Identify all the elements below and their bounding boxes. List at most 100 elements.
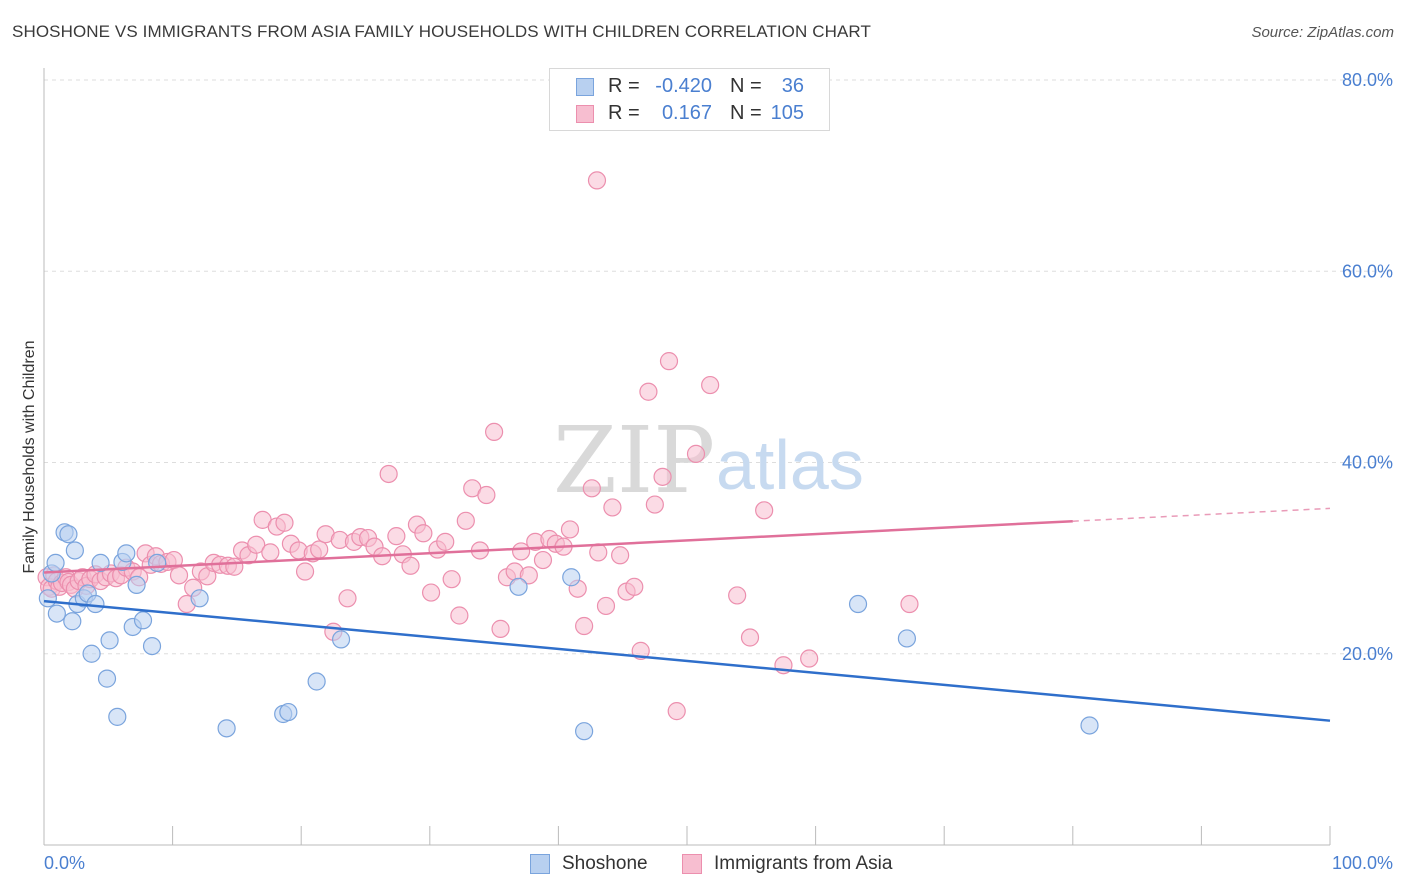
data-point: [387, 527, 406, 546]
r-value: -0.420: [655, 75, 712, 97]
data-point: [100, 631, 119, 650]
asia-swatch: [576, 105, 594, 123]
data-point: [589, 543, 608, 562]
data-point: [225, 557, 244, 576]
data-point: [596, 596, 616, 616]
x-tick-label: 100.0%: [1332, 853, 1393, 873]
data-point: [587, 171, 607, 190]
data-point: [740, 628, 760, 647]
chart-title: SHOSHONE VS IMMIGRANTS FROM ASIA FAMILY …: [12, 22, 871, 41]
data-point: [47, 604, 66, 623]
data-point: [65, 541, 84, 560]
data-point: [421, 583, 441, 602]
data-point: [217, 719, 236, 738]
shoshone-swatch: [576, 78, 594, 96]
data-point: [169, 566, 189, 585]
data-point: [582, 479, 601, 498]
watermark-atlas: atlas: [716, 426, 864, 504]
n-label: N =: [730, 102, 762, 124]
data-point: [653, 467, 672, 486]
data-point: [108, 707, 127, 726]
data-point: [310, 540, 329, 559]
data-point: [533, 550, 553, 570]
data-point: [701, 375, 720, 395]
r-value: 0.167: [661, 102, 712, 124]
y-axis-title: Family Households with Children: [21, 341, 38, 574]
legend-label: Immigrants from Asia: [714, 853, 893, 874]
data-point: [848, 594, 868, 614]
y-tick-label: 80.0%: [1342, 70, 1393, 90]
data-point: [86, 594, 105, 614]
y-tick-label: 40.0%: [1342, 453, 1393, 473]
data-point: [900, 594, 919, 614]
data-point: [897, 629, 917, 648]
data-point: [133, 611, 153, 630]
data-point: [401, 556, 420, 575]
data-point: [46, 553, 65, 573]
x-tick-label: 0.0%: [44, 853, 85, 873]
trend-line-asia-dashed: [1072, 507, 1331, 522]
r-label: R =: [608, 102, 640, 124]
data-point: [127, 575, 146, 595]
data-point: [247, 535, 266, 554]
data-point: [414, 524, 433, 543]
data-point: [338, 589, 357, 608]
data-point: [560, 520, 580, 539]
legend-row-shoshone: R = -0.420 N = 36: [550, 74, 829, 100]
data-point: [645, 495, 664, 514]
data-point: [477, 485, 496, 505]
n-value: 36: [781, 75, 804, 97]
legend-row-asia: R = 0.167 N = 105: [550, 101, 829, 127]
data-point: [295, 562, 315, 581]
asia-swatch: [682, 854, 702, 874]
data-point: [379, 464, 398, 484]
data-point: [800, 649, 819, 668]
r-label: R =: [608, 75, 640, 97]
data-point: [117, 544, 136, 563]
data-point: [97, 669, 117, 688]
n-value: 105: [770, 102, 804, 124]
data-point: [575, 722, 594, 741]
data-point: [509, 577, 528, 596]
n-label: N =: [730, 75, 762, 97]
data-point: [436, 532, 455, 551]
data-point: [442, 570, 461, 589]
data-point: [639, 382, 658, 401]
watermark-zip: ZIP: [553, 407, 715, 514]
gridlines: [44, 79, 1394, 655]
data-point: [82, 644, 101, 663]
data-point: [512, 542, 531, 561]
data-point: [728, 586, 747, 605]
data-point: [575, 616, 594, 636]
source-label: Source: ZipAtlas.com: [1251, 24, 1394, 41]
tick-labels: 20.0% 40.0% 60.0% 80.0% 0.0% 100.0%: [44, 70, 1393, 873]
trend-line-shoshone: [43, 599, 1331, 722]
data-point: [519, 566, 538, 585]
data-point: [38, 589, 57, 608]
shoshone-swatch: [530, 854, 550, 874]
y-tick-label: 60.0%: [1342, 261, 1393, 281]
data-point: [755, 501, 774, 520]
legend-label: Shoshone: [562, 853, 648, 874]
data-point: [142, 636, 162, 656]
data-point: [279, 702, 298, 722]
series-shoshone: [38, 523, 1099, 741]
data-point: [63, 612, 82, 631]
data-point: [275, 513, 294, 532]
data-point: [331, 630, 351, 649]
data-point: [659, 352, 679, 371]
data-point: [611, 546, 630, 565]
data-point: [491, 619, 510, 638]
data-point: [450, 606, 469, 625]
watermark: ZIP atlas: [553, 407, 864, 514]
data-point: [1080, 716, 1099, 735]
data-point: [603, 498, 622, 517]
axes: [43, 68, 1331, 846]
data-point: [456, 511, 475, 530]
data-point: [261, 543, 280, 562]
data-point: [91, 553, 110, 573]
data-point: [667, 702, 686, 721]
data-point: [148, 553, 167, 573]
data-point: [190, 589, 209, 608]
